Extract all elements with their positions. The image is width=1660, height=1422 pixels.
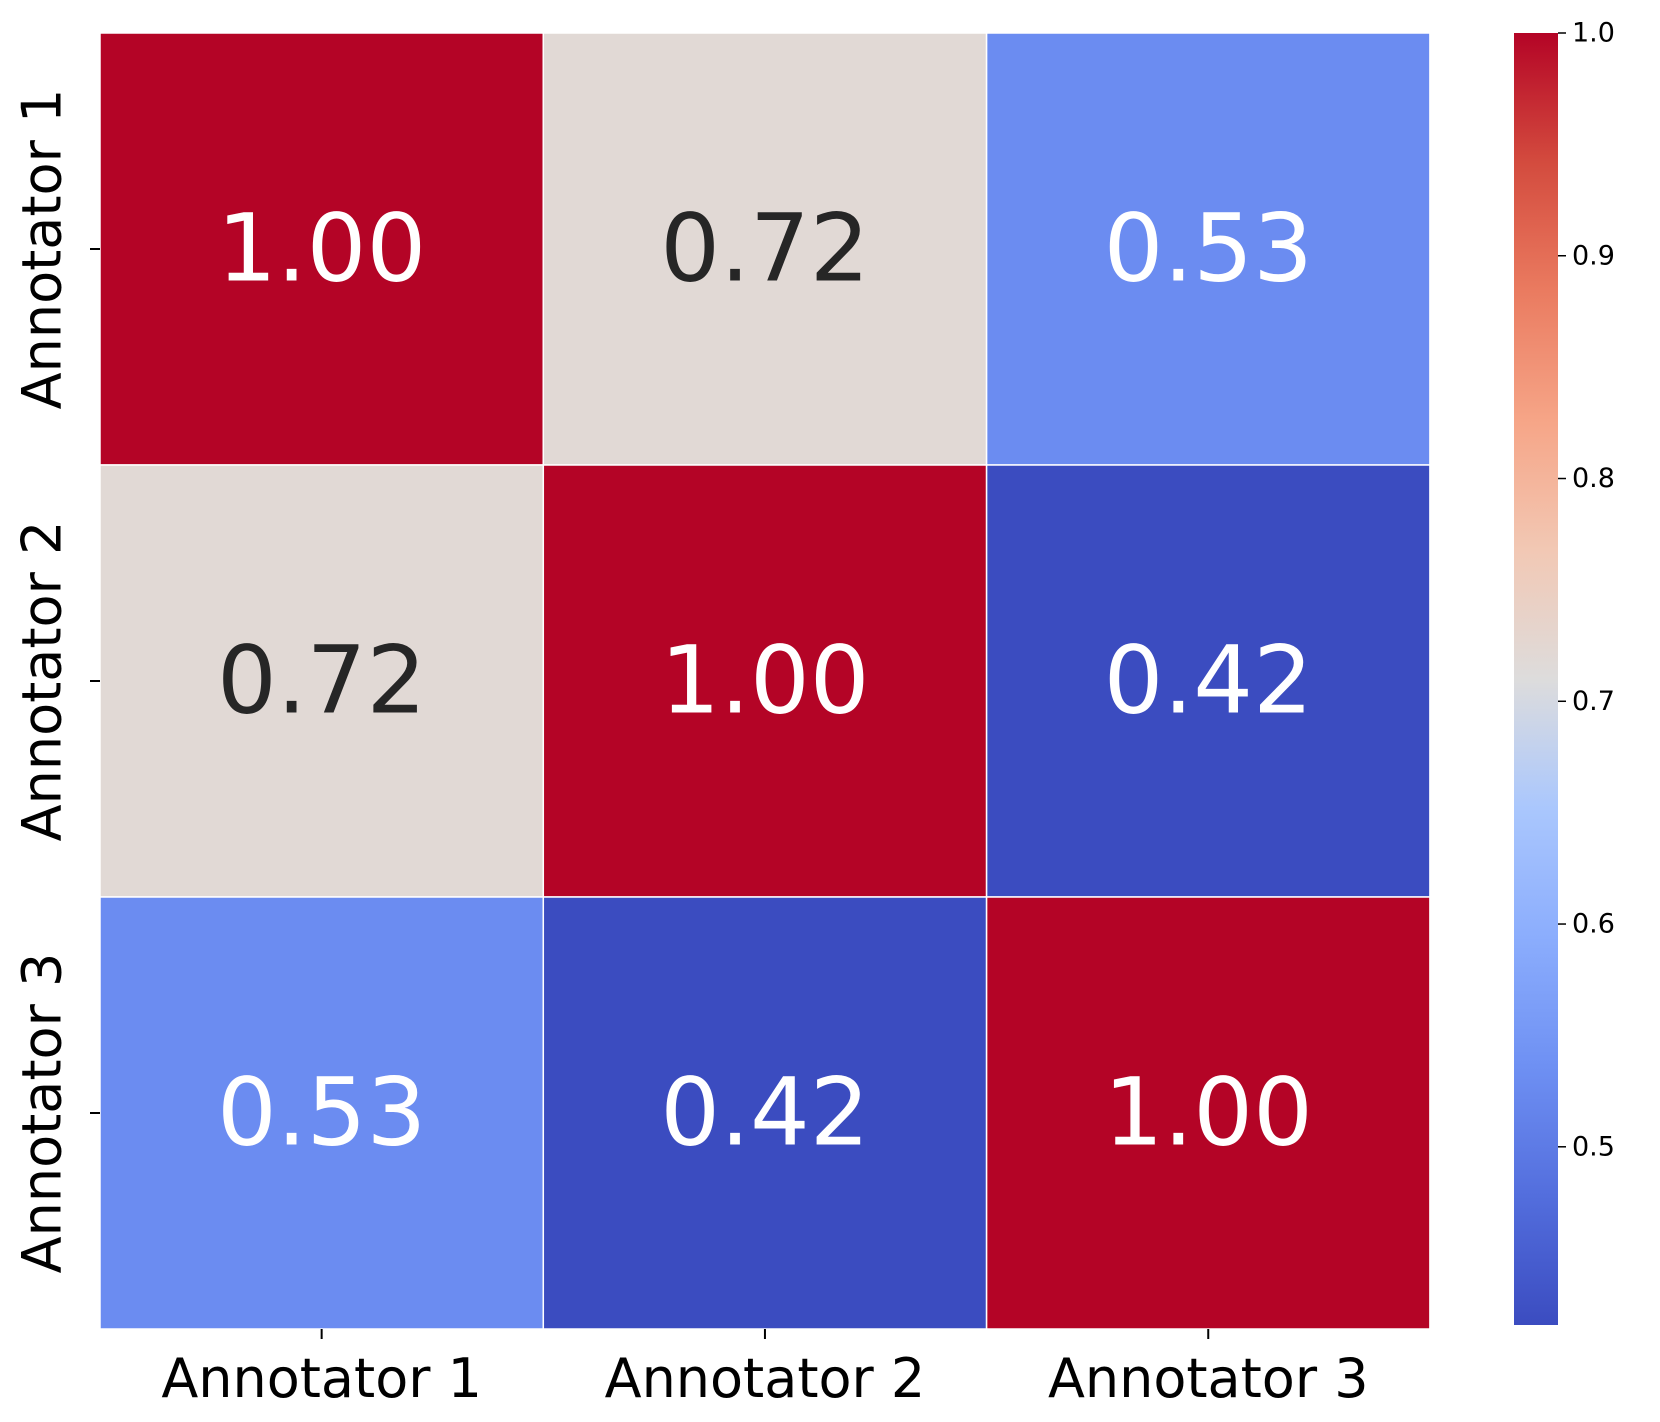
- colorbar-tick-label: 0.6: [1572, 909, 1615, 940]
- cell-value-label: 1.00: [217, 195, 426, 304]
- colorbar-tick-label: 0.5: [1572, 1131, 1615, 1162]
- colorbar-tick-label: 0.9: [1572, 240, 1615, 271]
- y-axis: Annotator 1 Annotator 2 Annotator 3: [11, 89, 100, 1274]
- x-tick-label: Annotator 1: [161, 1347, 482, 1410]
- y-tick-label: Annotator 2: [11, 521, 74, 842]
- heatmap-cell-r2-c3: [985, 464, 1431, 898]
- colorbar-tick-label: 0.7: [1572, 686, 1615, 717]
- colorbar-gradient: [1514, 33, 1558, 1325]
- cell-value-label: 1.00: [660, 627, 869, 736]
- heatmap-cell-r1-c2: [542, 32, 988, 466]
- cell-value-label: 0.72: [660, 195, 869, 304]
- colorbar: 0.5 0.6 0.7 0.8 0.9 1.0: [1514, 18, 1615, 1325]
- cell-value-label: 0.42: [1104, 627, 1313, 736]
- x-tick-label: Annotator 2: [605, 1347, 926, 1410]
- heatmap-cells: [99, 32, 1431, 1330]
- cell-value-label: 1.00: [1104, 1059, 1313, 1168]
- colorbar-tick-label: 0.8: [1572, 463, 1615, 494]
- x-tick-label: Annotator 3: [1048, 1347, 1369, 1410]
- heatmap-annotations: 1.00 0.72 0.53 0.72 1.00 0.42 0.53 0.42 1.00: [217, 195, 1313, 1168]
- cell-value-label: 0.72: [217, 627, 426, 736]
- cell-value-label: 0.53: [1104, 195, 1313, 304]
- heatmap-cell-r1-c3: [985, 32, 1431, 466]
- x-axis: Annotator 1 Annotator 2 Annotator 3: [161, 1329, 1369, 1410]
- heatmap-cell-r1-c1: [99, 32, 545, 466]
- heatmap-cell-r2-c1: [99, 464, 545, 898]
- y-tick-label: Annotator 1: [11, 89, 74, 410]
- heatmap-cell-r2-c2: [542, 464, 988, 898]
- cell-value-label: 0.53: [217, 1059, 426, 1168]
- colorbar-tick-label: 1.0: [1572, 18, 1615, 49]
- y-tick-label: Annotator 3: [11, 953, 74, 1274]
- heatmap-cell-r3-c2: [542, 896, 988, 1330]
- cell-value-label: 0.42: [660, 1059, 869, 1168]
- heatmap-cell-r3-c1: [99, 896, 545, 1330]
